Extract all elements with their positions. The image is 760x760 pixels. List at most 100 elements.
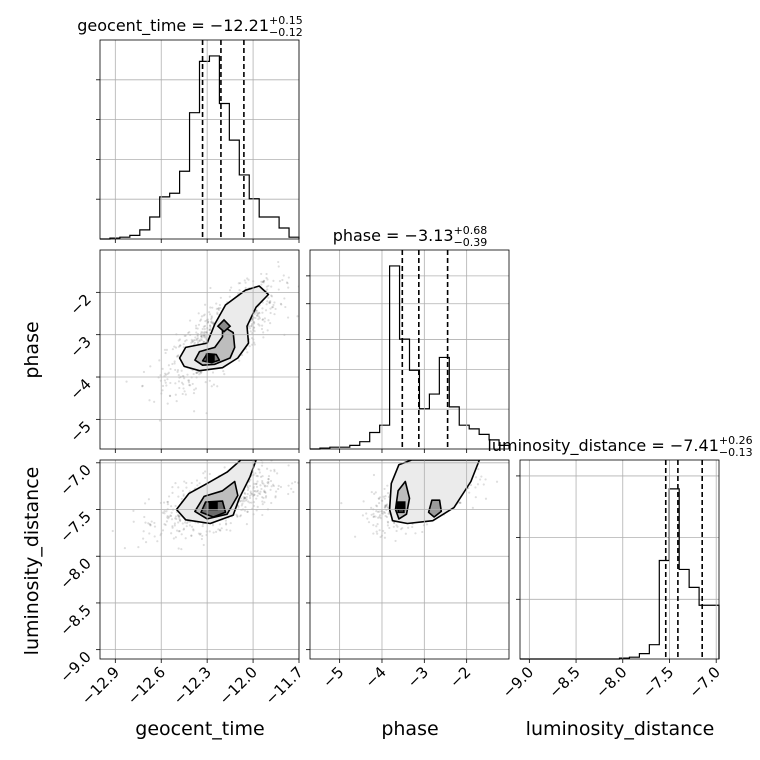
sample-point (200, 371, 203, 374)
sample-point (204, 336, 208, 339)
sample-point (209, 324, 212, 327)
sample-point (183, 377, 186, 380)
scatter-frame-geocent_time-phase (99, 249, 300, 450)
sample-point (163, 379, 166, 382)
sample-point (169, 514, 173, 518)
sample-point (176, 513, 180, 516)
sample-point (148, 399, 151, 402)
y-tick-label: −8.0 (56, 554, 94, 592)
sample-point (164, 373, 168, 376)
sample-point (253, 482, 256, 486)
sample-point (379, 516, 382, 520)
x-tick-label: −3 (404, 663, 432, 691)
sample-point (407, 526, 410, 529)
histogram-frame-luminosity_distance (519, 459, 720, 660)
sample-point (201, 522, 205, 526)
y-tick-label: −5 (66, 417, 94, 445)
sample-point (265, 303, 268, 306)
sample-point (260, 280, 263, 283)
sample-point (256, 480, 259, 483)
sample-point (187, 381, 191, 384)
sample-point (200, 537, 203, 541)
sample-point (297, 481, 299, 484)
sample-point (459, 501, 462, 504)
sample-point (386, 520, 389, 523)
sample-point (132, 520, 135, 523)
sample-point (471, 506, 474, 509)
sample-point (246, 351, 249, 354)
sample-point (207, 320, 210, 323)
sample-point (196, 371, 199, 374)
sample-point (244, 499, 247, 502)
sample-point (268, 301, 271, 304)
sample-point (261, 479, 264, 483)
sample-point (370, 513, 373, 516)
sample-point (261, 280, 265, 284)
sample-point (153, 400, 156, 403)
sample-point (276, 472, 279, 475)
sample-point (480, 475, 483, 478)
sample-point (376, 523, 379, 526)
sample-point (258, 492, 262, 496)
sample-point (203, 335, 206, 338)
sample-point (147, 498, 150, 501)
sample-point (208, 311, 211, 314)
sample-point (263, 484, 266, 487)
sample-point (258, 317, 261, 320)
sample-point (182, 387, 185, 390)
sample-point (199, 318, 203, 321)
x-tick-label: −4 (361, 663, 389, 691)
sample-point (277, 484, 280, 487)
sample-point (220, 527, 223, 530)
sample-point (253, 343, 256, 346)
sample-point (197, 370, 200, 374)
sample-point (175, 400, 178, 403)
sample-point (203, 327, 206, 331)
sample-point (150, 520, 153, 523)
contour-island (216, 318, 232, 333)
sample-point (177, 354, 180, 357)
sample-point (254, 482, 258, 486)
sample-point (217, 307, 220, 310)
sample-point (273, 470, 276, 473)
sample-point (270, 485, 273, 488)
sample-point (202, 543, 205, 547)
sample-point (373, 492, 376, 495)
sample-point (239, 514, 243, 517)
sample-point (204, 320, 207, 323)
sample-point (240, 504, 243, 507)
sample-point (272, 483, 275, 486)
sample-point (178, 338, 182, 341)
sample-point (210, 320, 213, 323)
contour-level-1 (388, 460, 481, 525)
sample-point (153, 521, 156, 525)
sample-point (192, 372, 195, 376)
sample-point (196, 341, 200, 344)
sample-point (468, 491, 471, 494)
y-tick-label: −7.0 (56, 461, 94, 499)
sample-point (176, 369, 180, 372)
sample-point (255, 482, 258, 485)
sample-point (388, 526, 391, 530)
sample-point (177, 339, 180, 342)
sample-point (479, 478, 482, 481)
sample-point (242, 498, 245, 501)
sample-point (287, 492, 290, 496)
sample-point (287, 286, 290, 289)
sample-point (264, 490, 267, 494)
title-lower-error: −0.13 (719, 446, 753, 459)
sample-point (200, 339, 203, 342)
sample-point (261, 475, 264, 478)
sample-point (249, 492, 253, 495)
sample-point (267, 474, 271, 478)
sample-point (191, 382, 194, 386)
sample-point (261, 481, 264, 484)
sample-point (372, 515, 375, 519)
sample-point (269, 322, 272, 325)
sample-point (261, 503, 264, 506)
sample-point (217, 307, 220, 310)
sample-point (378, 514, 382, 517)
histogram-luminosity_distance (520, 460, 720, 660)
sample-point (210, 385, 213, 388)
sample-point (196, 484, 199, 487)
